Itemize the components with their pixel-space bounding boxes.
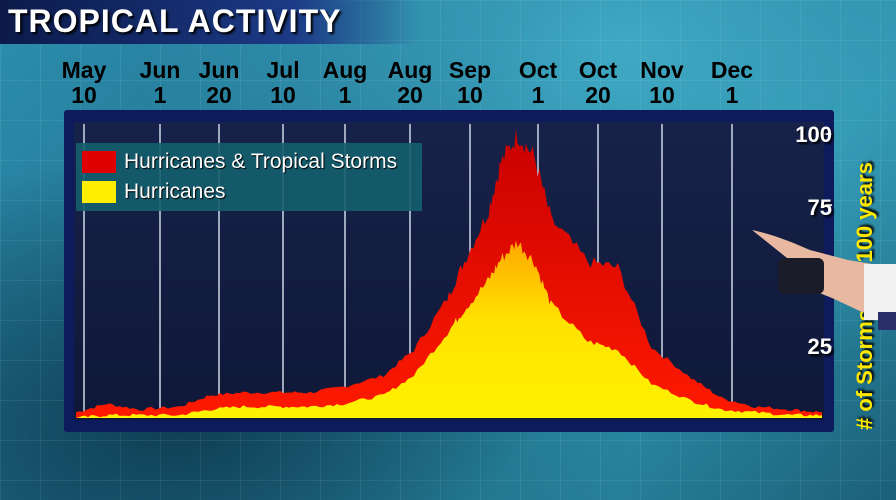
- y-tick-75: 75: [807, 195, 832, 220]
- presenter-hand: [752, 230, 896, 330]
- x-tick-day: 20: [397, 82, 423, 108]
- x-tick-day: 10: [457, 82, 483, 108]
- x-tick-label: Aug 20: [375, 58, 445, 108]
- x-tick-month: Oct: [518, 57, 558, 83]
- page-title: TROPICAL ACTIVITY: [8, 3, 342, 39]
- x-tick-label: Aug 1: [310, 58, 380, 108]
- x-tick-day: 10: [270, 82, 296, 108]
- x-tick-month: Nov: [640, 57, 684, 83]
- x-tick-label: Jun 1: [125, 58, 195, 108]
- x-tick-month: Oct: [578, 57, 618, 83]
- x-tick-day: 1: [153, 82, 167, 108]
- legend-label-all-storms: Hurricanes & Tropical Storms: [124, 150, 398, 173]
- x-tick-label: Sep 10: [435, 58, 505, 108]
- x-tick-month: Jul: [266, 57, 300, 83]
- x-tick-day: 10: [71, 82, 97, 108]
- x-tick-day: 1: [531, 82, 545, 108]
- x-tick-label: Jul 10: [248, 58, 318, 108]
- x-tick-month: Jun: [139, 57, 181, 83]
- legend-item-all-storms: Hurricanes & Tropical Storms: [82, 147, 397, 177]
- x-tick-day: 10: [649, 82, 675, 108]
- title-bar: TROPICAL ACTIVITY: [0, 0, 420, 44]
- legend-swatch-red: [82, 151, 116, 173]
- x-tick-day: 1: [725, 82, 739, 108]
- x-tick-label: Oct 20: [563, 58, 633, 108]
- x-tick-day: 1: [338, 82, 352, 108]
- legend-label-hurricanes: Hurricanes: [124, 180, 226, 203]
- y-tick-25: 25: [807, 334, 832, 359]
- legend: Hurricanes & Tropical Storms Hurricanes: [76, 143, 422, 211]
- y-tick-100: 100: [795, 122, 832, 147]
- x-tick-label: Nov 10: [627, 58, 697, 108]
- legend-swatch-yellow: [82, 181, 116, 203]
- x-tick-month: May: [61, 57, 107, 83]
- area-all-storms: [76, 128, 822, 419]
- x-tick-month: Sep: [448, 57, 492, 83]
- x-tick-day: 20: [206, 82, 232, 108]
- x-tick-month: Jun: [198, 57, 240, 83]
- x-tick-month: Aug: [322, 57, 368, 83]
- x-tick-label: Oct 1: [503, 58, 573, 108]
- area-hurricanes: [76, 240, 822, 418]
- x-tick-day: 20: [585, 82, 611, 108]
- x-tick-label: Dec 1: [697, 58, 767, 108]
- x-tick-label: Jun 20: [184, 58, 254, 108]
- legend-item-hurricanes: Hurricanes: [82, 177, 226, 207]
- x-tick-month: Aug: [387, 57, 433, 83]
- x-tick-month: Dec: [710, 57, 754, 83]
- x-tick-label: May 10: [49, 58, 119, 108]
